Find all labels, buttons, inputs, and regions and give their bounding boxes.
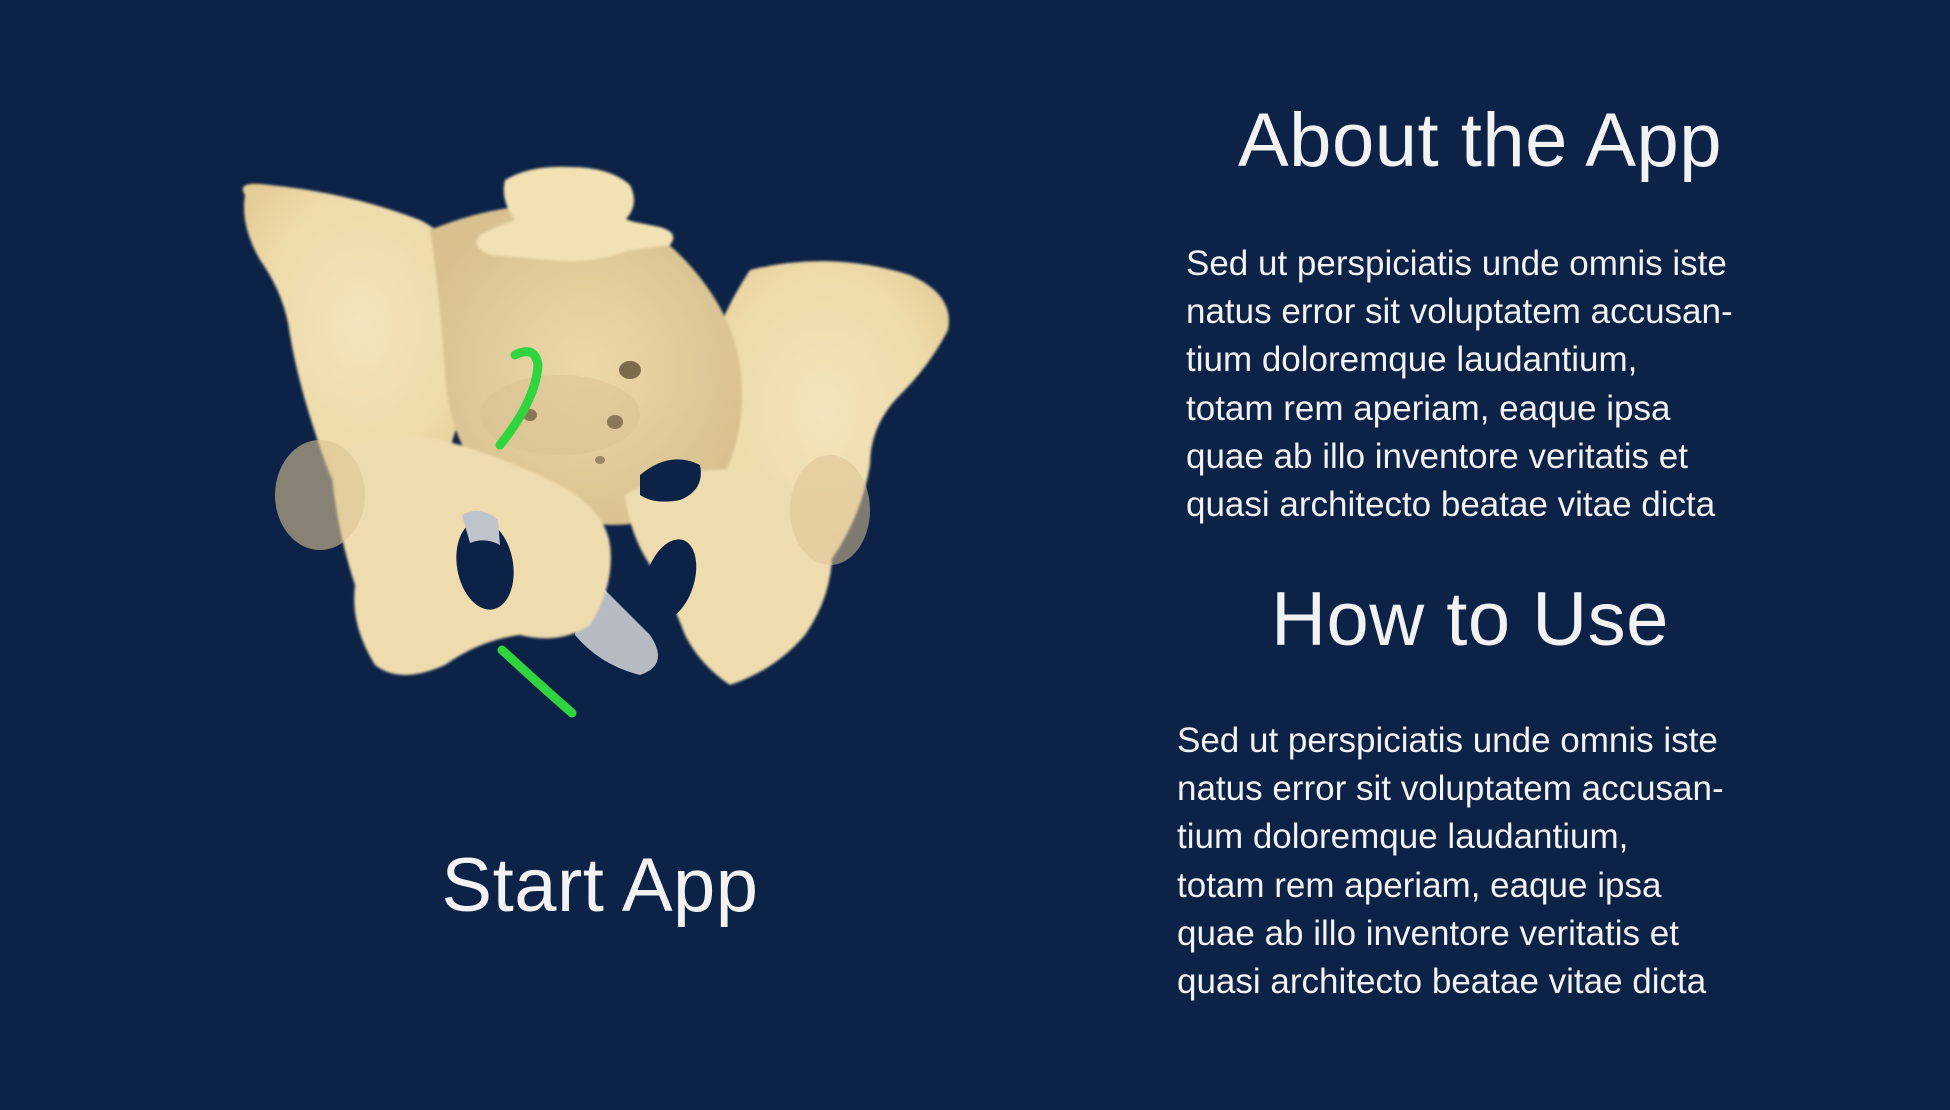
how-to-use-heading: How to Use xyxy=(1271,577,1669,662)
start-app-button[interactable]: Start App xyxy=(441,843,759,928)
how-to-use-description: Sed ut perspiciatis unde omnis iste natu… xyxy=(1177,721,1724,1002)
about-heading: About the App xyxy=(1237,98,1723,183)
about-description: Sed ut perspiciatis unde omnis iste natu… xyxy=(1186,244,1733,525)
pelvis-model-image xyxy=(230,165,970,735)
